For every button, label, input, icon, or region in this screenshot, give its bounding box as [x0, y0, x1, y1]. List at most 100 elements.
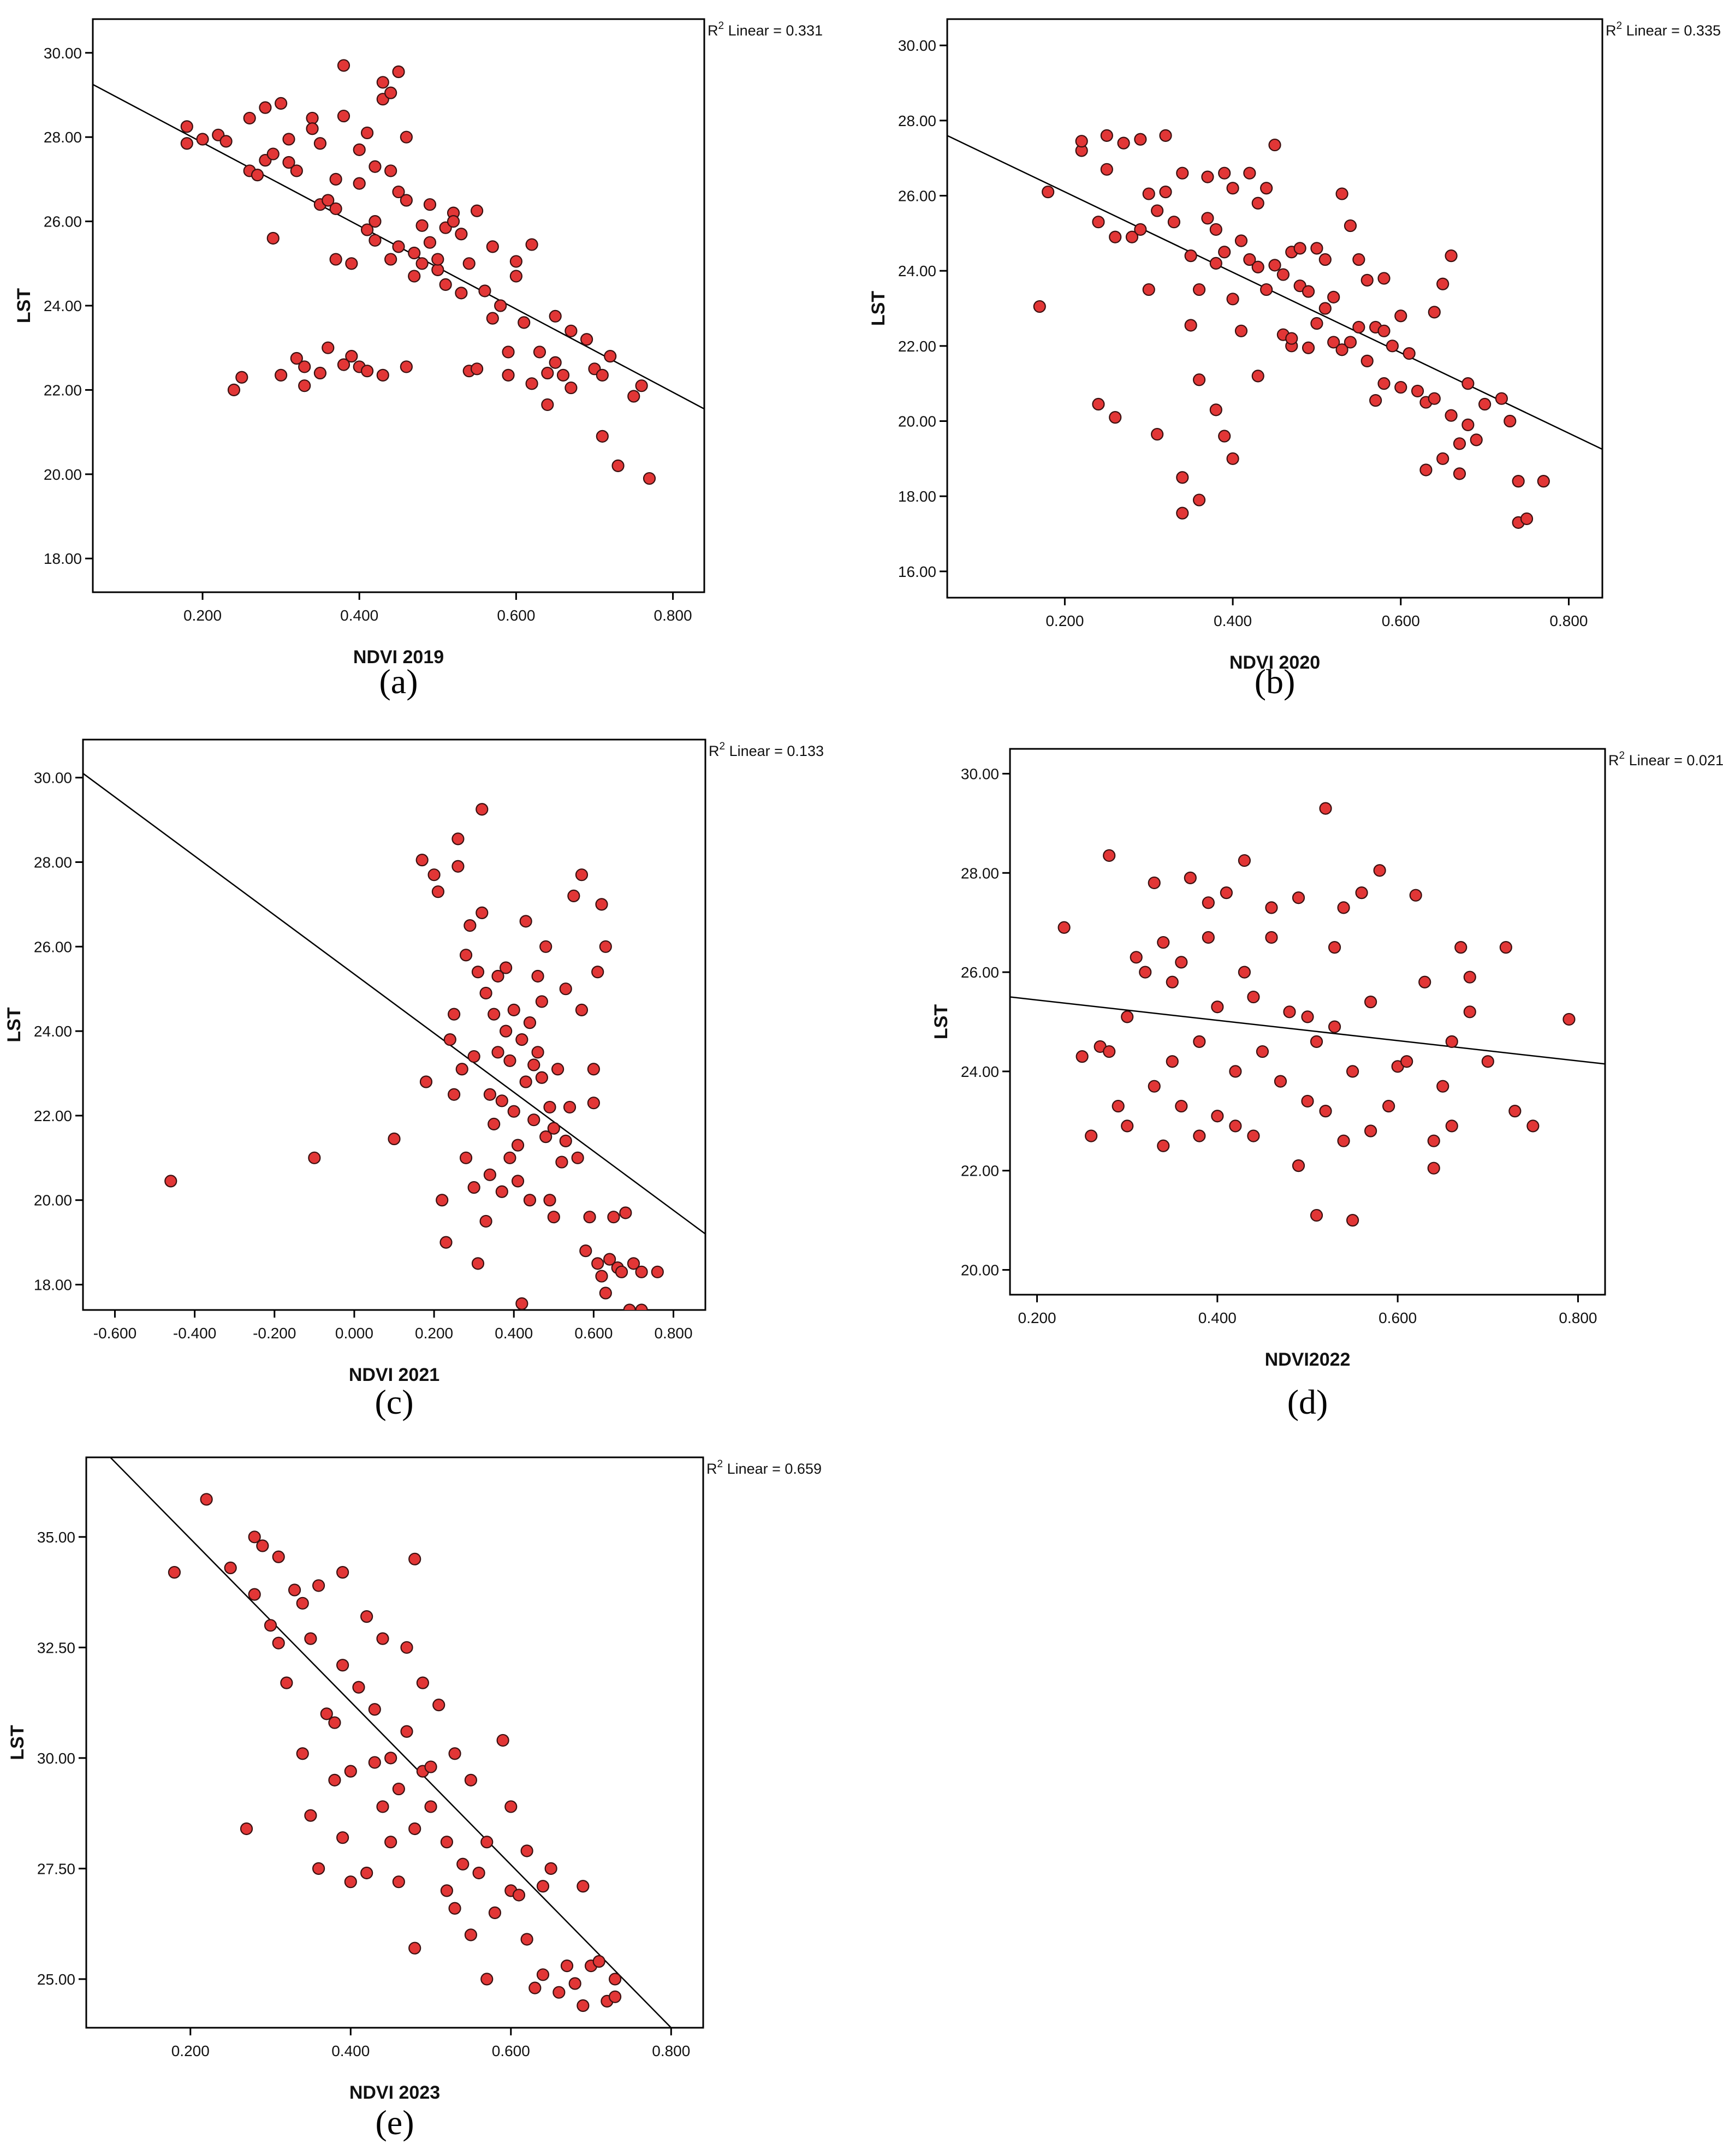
data-point: [1076, 1050, 1089, 1063]
x-tick-label: 0.200: [183, 607, 222, 624]
data-point: [1335, 187, 1348, 200]
x-tick-label: 0.400: [331, 2042, 370, 2059]
data-point: [519, 1075, 532, 1088]
data-point: [1427, 1134, 1440, 1147]
regression-line: [83, 772, 705, 1235]
data-point: [431, 263, 444, 276]
data-point: [1453, 437, 1466, 450]
data-point: [596, 430, 609, 443]
data-point: [1226, 452, 1239, 465]
y-tick-label: 30.00: [34, 770, 72, 787]
y-tick-label: 35.00: [37, 1529, 75, 1546]
regression-line: [1010, 996, 1605, 1065]
data-point: [1234, 234, 1248, 247]
data-point: [196, 133, 209, 146]
data-point: [448, 1902, 461, 1915]
y-tick-label: 24.00: [44, 297, 82, 314]
data-point: [1373, 864, 1386, 877]
data-point: [392, 65, 405, 79]
y-tick-label: 30.00: [44, 45, 82, 62]
data-point: [552, 1986, 566, 1999]
data-point: [227, 383, 241, 397]
x-axis-label: NDVI 2021: [349, 1365, 439, 1385]
data-point: [488, 1117, 501, 1131]
data-point: [1301, 1010, 1314, 1023]
data-point: [328, 1716, 341, 1729]
data-point: [512, 1889, 526, 1902]
data-point: [447, 215, 460, 228]
data-point: [533, 346, 546, 359]
data-point: [1103, 849, 1116, 862]
data-point: [1175, 956, 1188, 969]
y-axis-label: LST: [14, 288, 34, 323]
data-point: [1100, 163, 1113, 176]
data-point: [502, 368, 515, 382]
data-point: [448, 1747, 461, 1760]
data-point: [1251, 196, 1264, 210]
data-point: [543, 1194, 556, 1207]
data-point: [376, 368, 389, 382]
data-point: [483, 1088, 496, 1101]
data-point: [456, 1857, 470, 1871]
data-point: [1121, 1010, 1134, 1023]
data-point: [476, 906, 489, 919]
data-point: [611, 459, 625, 472]
y-tick-label: 28.00: [34, 854, 72, 871]
data-point: [1166, 975, 1179, 988]
data-point: [1409, 889, 1422, 902]
data-point: [1100, 129, 1113, 142]
data-point: [544, 1862, 557, 1875]
x-tick-label: 0.400: [1198, 1309, 1237, 1326]
data-point: [1238, 854, 1251, 867]
x-tick-label: 0.200: [171, 2042, 210, 2059]
data-point: [408, 1941, 421, 1955]
data-point: [440, 1836, 453, 1849]
data-point: [1247, 990, 1260, 1004]
data-point: [549, 309, 562, 323]
data-point: [525, 377, 538, 390]
data-point: [415, 854, 429, 867]
data-point: [527, 1113, 540, 1127]
data-point: [627, 1257, 640, 1270]
y-tick-label: 28.00: [961, 865, 999, 882]
data-point: [1508, 1105, 1522, 1118]
data-point: [1427, 1162, 1440, 1175]
data-point: [436, 1194, 449, 1207]
data-point: [507, 1105, 520, 1118]
x-axis-label: NDVI2022: [1265, 1349, 1351, 1370]
data-point: [424, 1760, 437, 1773]
data-point: [384, 1752, 397, 1765]
data-point: [224, 1561, 237, 1575]
data-point: [1209, 223, 1222, 236]
data-point: [1526, 1119, 1540, 1133]
data-point: [1504, 414, 1517, 428]
data-point: [360, 1866, 373, 1880]
data-point: [1344, 336, 1357, 349]
panel-label: (b): [1255, 662, 1296, 701]
data-point: [1226, 182, 1239, 195]
data-point: [1218, 166, 1231, 180]
data-point: [219, 135, 233, 148]
data-point: [1377, 272, 1391, 285]
data-point: [451, 860, 465, 873]
data-point: [608, 1990, 622, 2003]
data-point: [392, 185, 405, 199]
data-point: [296, 1597, 309, 1610]
data-point: [427, 868, 441, 882]
data-point: [1364, 996, 1377, 1009]
chart-panel-4: 20.00 22.00 24.00 26.00 28.00 30.00 0.200 0.400…: [931, 748, 1723, 1421]
data-point: [583, 1211, 596, 1224]
data-point: [432, 1699, 445, 1712]
data-point: [502, 346, 515, 359]
y-tick-label: 28.00: [898, 112, 936, 129]
r-squared-label: R2 Linear = 0.659: [706, 1458, 822, 1477]
data-point: [623, 1303, 636, 1310]
data-point: [480, 1836, 494, 1849]
data-point: [320, 1707, 333, 1720]
data-point: [1256, 1045, 1269, 1058]
data-point: [1470, 433, 1483, 446]
data-point: [619, 1206, 632, 1219]
data-point: [491, 1046, 504, 1059]
data-point: [304, 1632, 317, 1645]
